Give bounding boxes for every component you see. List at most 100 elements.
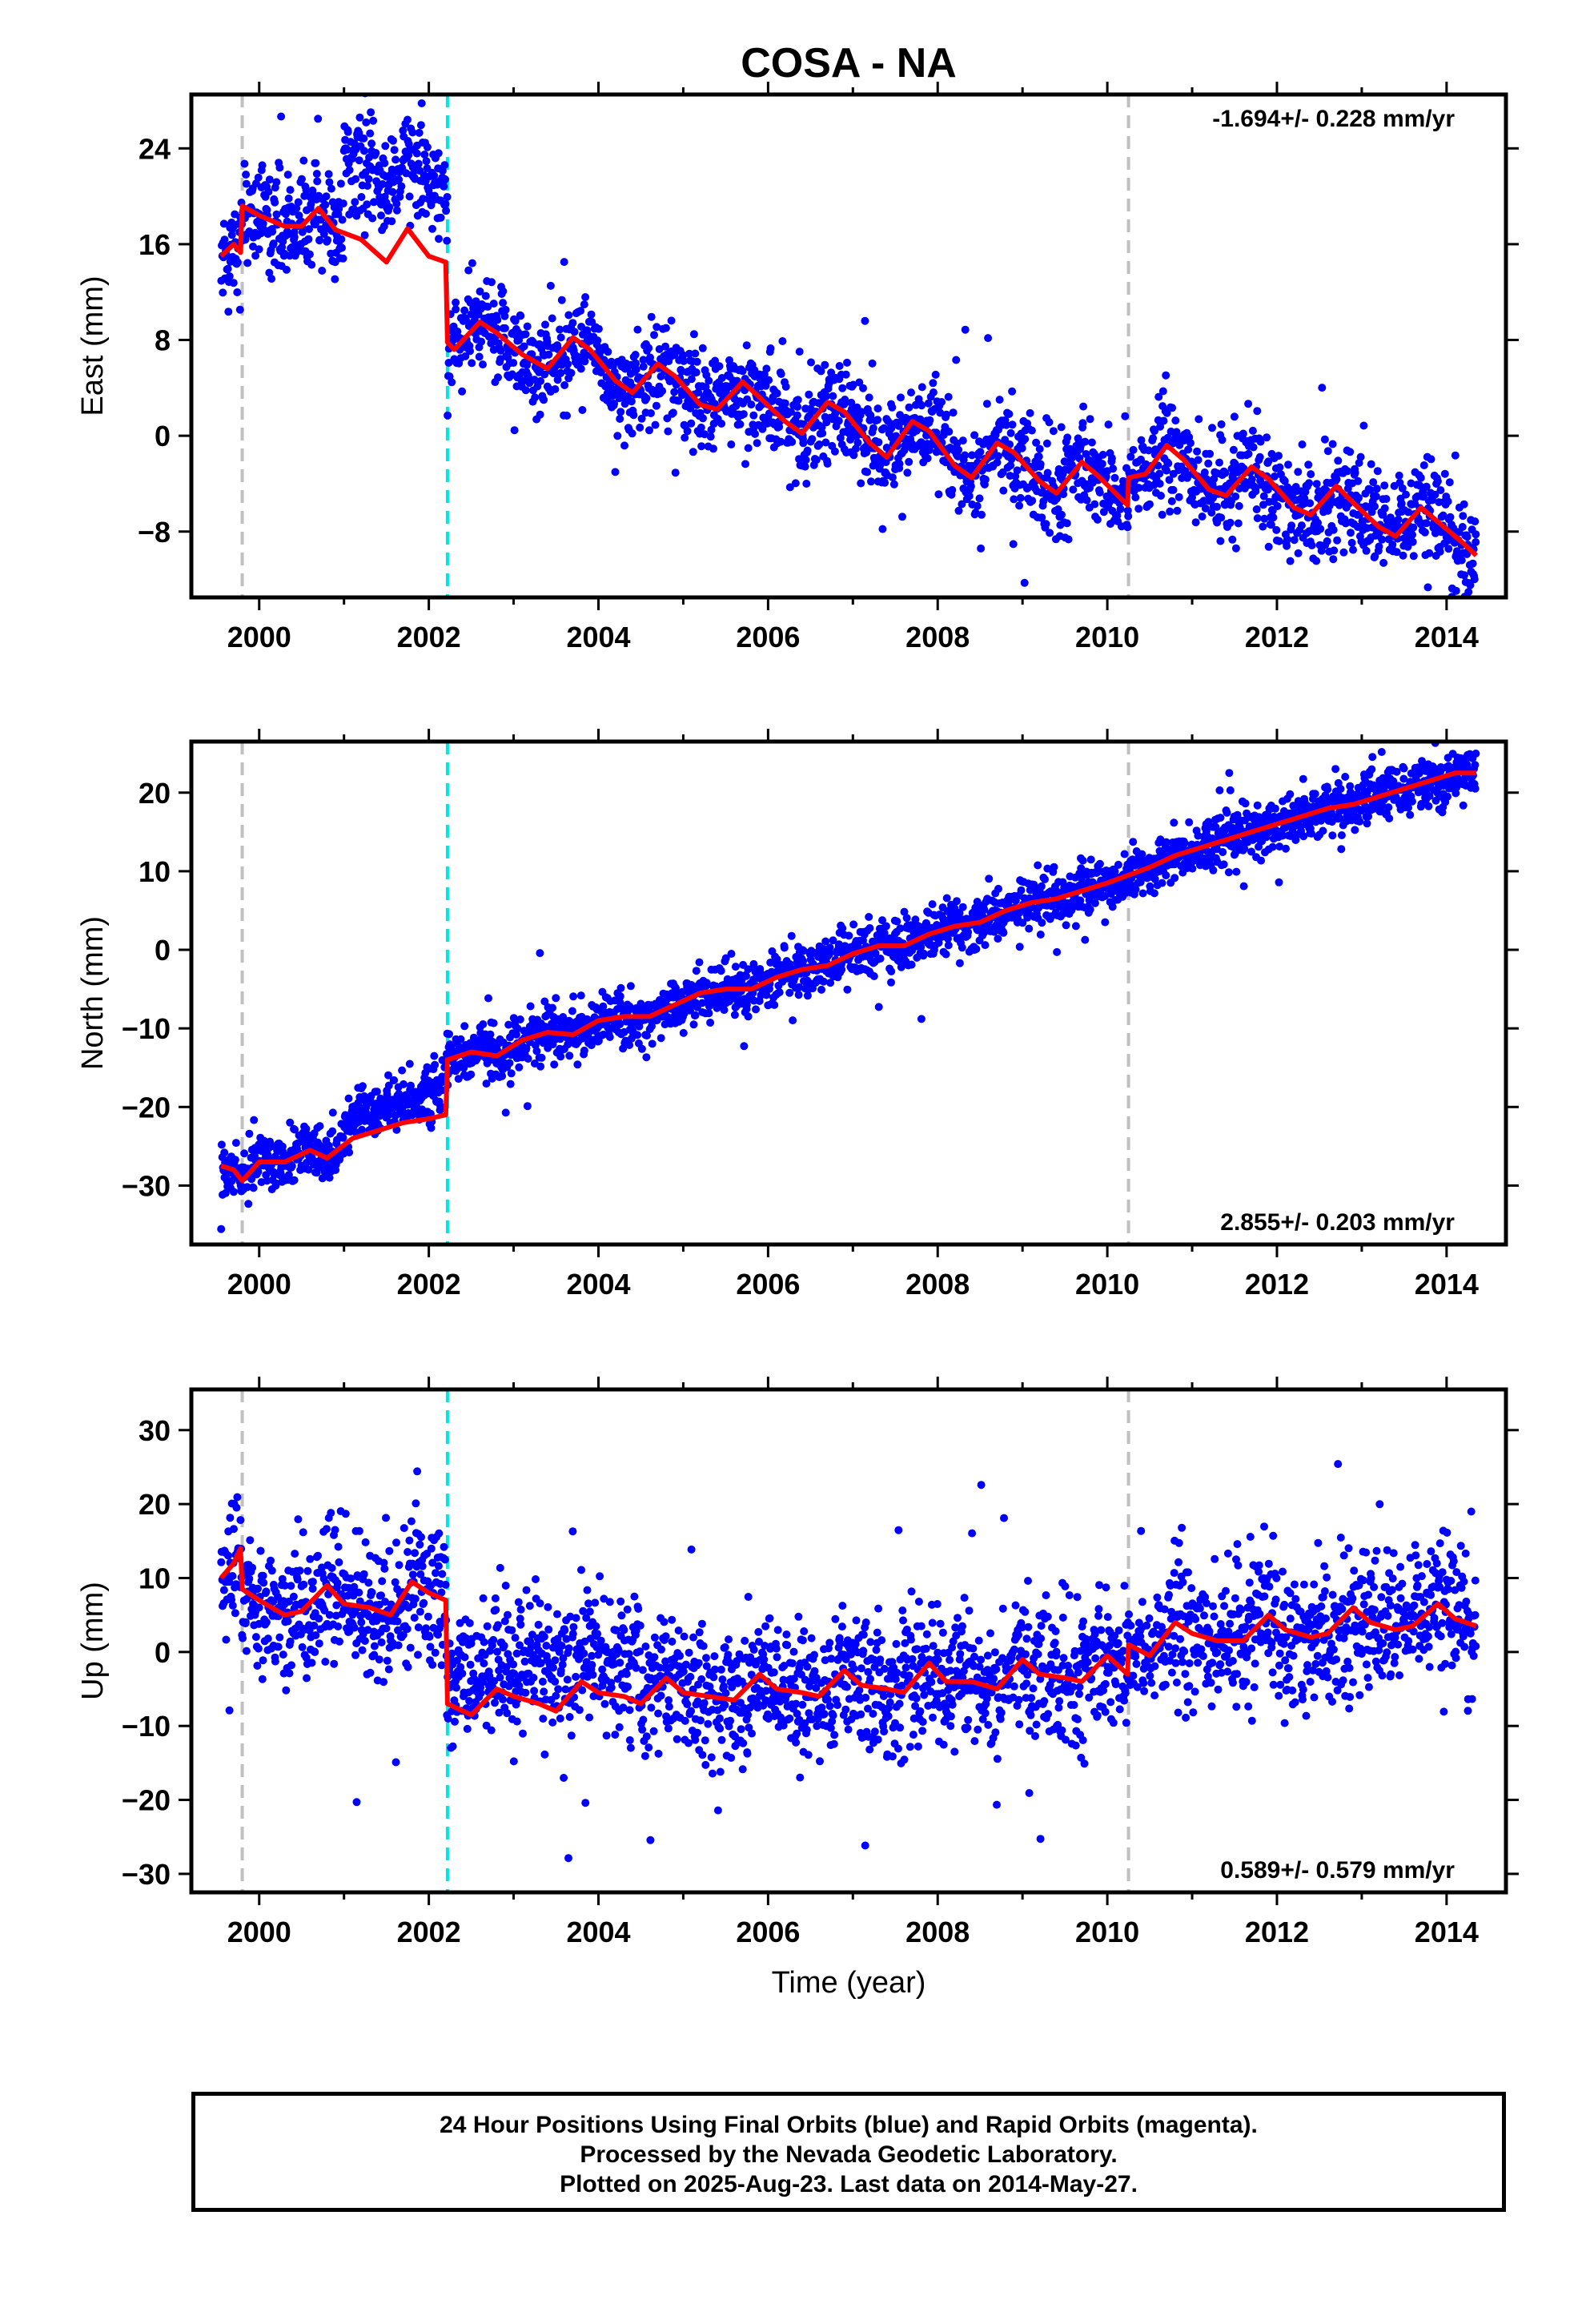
- data-point: [1244, 449, 1253, 458]
- data-point: [777, 437, 785, 446]
- data-point: [1013, 466, 1022, 475]
- data-point: [1134, 484, 1143, 493]
- data-point: [680, 356, 688, 365]
- data-point: [271, 198, 279, 207]
- data-point: [1366, 485, 1375, 494]
- data-point: [1058, 510, 1066, 519]
- data-point: [868, 359, 877, 368]
- data-point: [1331, 765, 1340, 774]
- y-tick-label: −8: [138, 516, 171, 549]
- data-point: [752, 1005, 760, 1014]
- data-point: [1422, 482, 1431, 491]
- data-point: [999, 486, 1008, 495]
- data-point: [695, 958, 704, 967]
- data-point: [467, 1070, 476, 1079]
- data-point: [791, 479, 800, 488]
- data-point: [709, 444, 717, 453]
- data-point: [780, 943, 789, 952]
- data-point: [1095, 859, 1104, 868]
- data-point: [536, 1062, 545, 1071]
- data-point: [1256, 437, 1265, 446]
- data-point: [536, 949, 544, 958]
- data-point: [1034, 861, 1042, 870]
- data-point: [468, 259, 476, 267]
- data-point: [1446, 513, 1455, 521]
- data-point: [867, 477, 875, 486]
- data-point: [378, 180, 387, 188]
- data-point: [823, 460, 832, 468]
- data-point: [484, 994, 492, 1003]
- data-point: [1006, 428, 1015, 437]
- data-point: [510, 426, 519, 435]
- data-point: [691, 1011, 700, 1019]
- data-point: [249, 242, 257, 251]
- data-point: [1078, 419, 1087, 428]
- data-point: [1098, 460, 1106, 468]
- data-point: [907, 388, 915, 397]
- data-point: [516, 312, 525, 320]
- east-rate-label: -1.694+/- 0.228 mm/yr: [1212, 106, 1455, 132]
- data-point: [1317, 546, 1326, 555]
- data-point: [1267, 521, 1275, 529]
- data-point: [694, 388, 703, 397]
- data-point: [1204, 459, 1213, 468]
- data-point: [1380, 481, 1389, 490]
- data-point: [556, 1052, 565, 1061]
- data-point: [924, 399, 933, 408]
- data-point: [829, 392, 837, 400]
- data-point: [1158, 510, 1166, 519]
- data-point: [1216, 814, 1225, 822]
- data-point: [431, 1060, 440, 1069]
- data-point: [1466, 581, 1475, 589]
- data-point: [670, 351, 679, 360]
- data-point: [1062, 921, 1070, 930]
- data-point: [242, 171, 251, 179]
- data-point: [1371, 492, 1380, 501]
- data-point: [1257, 856, 1266, 865]
- data-point: [1120, 850, 1129, 858]
- data-point: [1116, 505, 1125, 513]
- data-point: [802, 480, 811, 488]
- data-point: [564, 311, 573, 320]
- data-point: [887, 424, 896, 432]
- data-point: [389, 136, 397, 145]
- data-point: [466, 347, 474, 356]
- data-point: [902, 914, 911, 923]
- data-point: [1221, 468, 1230, 477]
- data-point: [472, 297, 480, 306]
- data-point: [1283, 535, 1291, 544]
- data-point: [689, 1020, 698, 1029]
- data-point: [359, 147, 368, 155]
- data-point: [324, 170, 333, 179]
- data-point: [1164, 459, 1173, 468]
- data-point: [1287, 521, 1296, 530]
- x-tick-label: 2006: [736, 621, 800, 653]
- data-point: [1286, 790, 1295, 798]
- data-point: [1062, 519, 1071, 528]
- data-point: [1134, 505, 1143, 513]
- data-point: [227, 231, 236, 239]
- data-point: [404, 151, 413, 159]
- data-point: [1045, 418, 1054, 427]
- data-point: [773, 389, 781, 398]
- data-point: [501, 305, 510, 314]
- east-points: [217, 94, 1480, 597]
- data-point: [1228, 535, 1237, 544]
- data-point: [580, 300, 588, 309]
- data-point: [345, 166, 354, 175]
- data-point: [1439, 511, 1447, 520]
- data-point: [747, 400, 756, 409]
- data-point: [560, 381, 569, 389]
- data-point: [857, 408, 865, 416]
- data-point: [753, 439, 761, 448]
- data-point: [1247, 475, 1256, 484]
- data-point: [949, 408, 958, 417]
- data-point: [1378, 535, 1387, 544]
- data-point: [355, 113, 364, 122]
- data-point: [1286, 557, 1295, 565]
- data-point: [788, 437, 797, 446]
- data-point: [423, 143, 432, 151]
- data-point: [1226, 518, 1235, 527]
- data-point: [416, 121, 425, 130]
- data-point: [1063, 433, 1072, 442]
